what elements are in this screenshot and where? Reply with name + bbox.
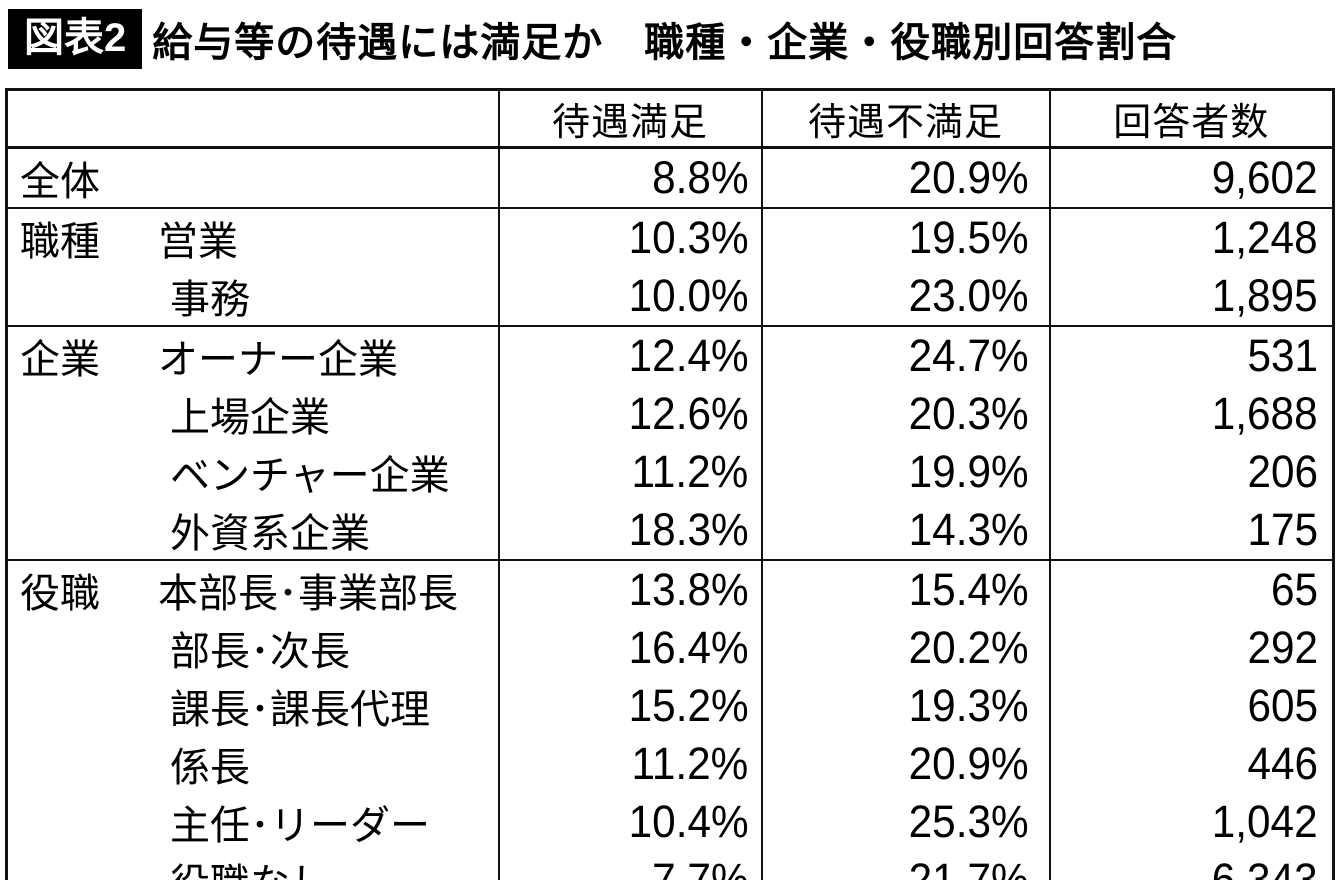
value-satisfied: 11.2% [631, 738, 749, 789]
value-satisfied: 11.2% [631, 446, 749, 497]
value-dissatisfied: 20.2% [908, 622, 1029, 673]
row-label: 本部長･事業部長 [158, 572, 458, 616]
figure-title: 給与等の待遇には満足か 職種・企業・役職別回答割合 [152, 21, 1178, 65]
table-row-owner-company: 企業 オーナー企業 12.4% 24.7% 531 [7, 326, 1334, 385]
value-dissatisfied: 23.0% [908, 270, 1029, 321]
value-respondents: 1,688 [1212, 388, 1318, 439]
row-label: ベンチャー企業 [170, 454, 450, 498]
value-respondents: 446 [1247, 738, 1318, 789]
value-satisfied: 18.3% [628, 504, 749, 555]
group-label-position: 役職 [20, 572, 100, 616]
col-header-satisfied: 待遇満足 [497, 89, 762, 149]
value-satisfied: 10.0% [628, 270, 749, 321]
value-respondents: 292 [1247, 622, 1318, 673]
value-respondents: 605 [1247, 680, 1318, 731]
value-satisfied: 8.8% [652, 152, 749, 203]
value-dissatisfied: 20.9% [908, 738, 1029, 789]
value-dissatisfied: 14.3% [908, 504, 1029, 555]
row-label: 係長 [170, 746, 250, 790]
table-row-team-leader: 主任･リーダー 10.4% 25.3% 1,042 [7, 793, 1334, 851]
value-satisfied: 12.4% [628, 330, 749, 381]
col-header-dissatisfied: 待遇不満足 [760, 89, 1050, 149]
survey-results-table: 待遇満足 待遇不満足 回答者数 全体 8.8% 20.9% 9,602 職種 営業… [5, 88, 1335, 880]
value-respondents: 175 [1247, 504, 1318, 555]
value-respondents: 9,602 [1212, 152, 1318, 203]
value-satisfied: 10.3% [628, 212, 749, 263]
table-row-subsection-chief: 係長 11.2% 20.9% 446 [7, 735, 1334, 793]
row-label: 主任･リーダー [170, 804, 430, 848]
value-dissatisfied: 20.3% [908, 388, 1029, 439]
value-dissatisfied: 19.9% [908, 446, 1029, 497]
group-label-company: 企業 [20, 338, 100, 382]
header-row: 待遇満足 待遇不満足 回答者数 [6, 89, 1334, 149]
table-row-department-head: 部長･次長 16.4% 20.2% 292 [7, 619, 1334, 677]
value-satisfied: 7.7% [652, 854, 749, 880]
figure-number-tag: 図表2 [8, 9, 143, 69]
table-row-overall: 全体 8.8% 20.9% 9,602 [6, 147, 1334, 209]
value-dissatisfied: 21.7% [908, 854, 1029, 880]
row-label: 全体 [20, 160, 100, 204]
table-row-section-chief: 課長･課長代理 15.2% 19.3% 605 [7, 677, 1334, 735]
row-label: 上場企業 [170, 396, 330, 440]
value-respondents: 65 [1270, 564, 1318, 615]
value-dissatisfied: 15.4% [908, 564, 1029, 615]
table-row-venture-company: ベンチャー企業 11.2% 19.9% 206 [7, 443, 1334, 501]
value-respondents: 1,248 [1212, 212, 1318, 263]
table-row-division-head: 役職 本部長･事業部長 13.8% 15.4% 65 [7, 560, 1334, 619]
group-label-jobtype: 職種 [20, 220, 100, 264]
table-row-no-position: 役職なし 7.7% 21.7% 6,343 [6, 851, 1334, 880]
value-satisfied: 16.4% [628, 622, 749, 673]
value-dissatisfied: 24.7% [908, 330, 1029, 381]
value-respondents: 1,042 [1212, 796, 1318, 847]
row-label: 部長･次長 [170, 630, 350, 674]
value-respondents: 6,343 [1212, 854, 1318, 880]
col-header-category [6, 89, 499, 149]
row-label: 事務 [170, 278, 250, 322]
figure-title-bar: 図表2 給与等の待遇には満足か 職種・企業・役職別回答割合 [8, 8, 1340, 70]
value-satisfied: 13.8% [628, 564, 749, 615]
table-row-clerical: 事務 10.0% 23.0% 1,895 [6, 267, 1334, 327]
value-respondents: 1,895 [1212, 270, 1318, 321]
table-row-sales: 職種 営業 10.3% 19.5% 1,248 [7, 208, 1334, 267]
value-respondents: 206 [1247, 446, 1318, 497]
value-dissatisfied: 19.3% [908, 680, 1029, 731]
value-dissatisfied: 19.5% [908, 212, 1029, 263]
value-satisfied: 10.4% [628, 796, 749, 847]
table-row-foreign-company: 外資系企業 18.3% 14.3% 175 [6, 501, 1334, 561]
table-row-listed-company: 上場企業 12.6% 20.3% 1,688 [7, 385, 1334, 443]
row-label: 役職なし [8, 851, 330, 880]
row-label: 営業 [158, 220, 238, 264]
value-respondents: 531 [1247, 330, 1318, 381]
row-label: 課長･課長代理 [170, 688, 430, 732]
value-satisfied: 12.6% [628, 388, 749, 439]
value-dissatisfied: 25.3% [908, 796, 1029, 847]
row-label: 外資系企業 [170, 512, 370, 556]
col-header-respondents: 回答者数 [1048, 89, 1334, 149]
value-satisfied: 15.2% [628, 680, 749, 731]
value-dissatisfied: 20.9% [908, 152, 1029, 203]
row-label: オーナー企業 [158, 338, 398, 382]
